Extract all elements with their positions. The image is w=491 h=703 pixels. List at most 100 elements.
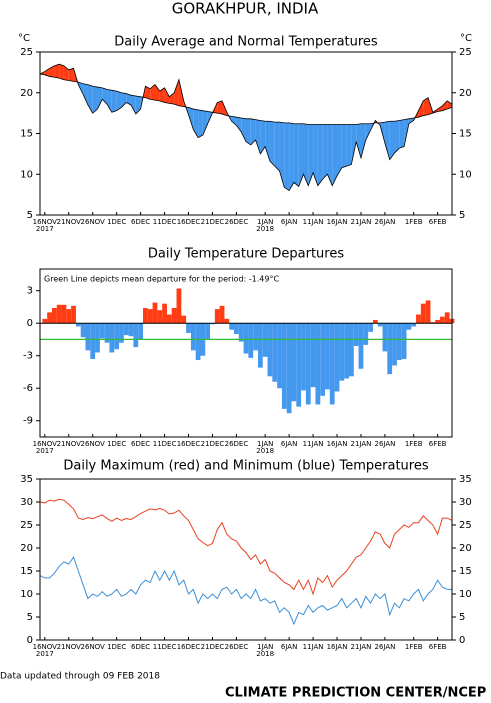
x-tick-label: 1DEC xyxy=(107,218,126,226)
anomaly-fill xyxy=(174,79,179,106)
anomaly-fill xyxy=(107,89,112,113)
x-tick-label: 16DEC xyxy=(177,643,201,651)
departure-bar xyxy=(401,323,407,359)
departure-bar xyxy=(186,323,191,333)
temperature-line xyxy=(39,73,453,125)
y-tick-label: 15 xyxy=(20,566,33,577)
y-tick-label: 25 xyxy=(459,47,472,58)
anomaly-fill xyxy=(437,105,443,112)
plot-frame xyxy=(39,478,453,641)
x-tick-label: 1JAN xyxy=(257,218,273,226)
departure-bar xyxy=(358,323,364,369)
x-tick-label: 16JAN xyxy=(327,440,348,448)
anomaly-fill xyxy=(346,124,352,167)
page-title: GORAKHPUR, INDIA xyxy=(172,0,319,18)
anomaly-fill xyxy=(308,124,314,186)
anomaly-fill xyxy=(246,118,251,145)
x-tick-label: 16DEC xyxy=(177,218,201,226)
x-tick-label: 1DEC xyxy=(107,440,126,448)
anomaly-fill xyxy=(150,84,155,101)
departure-bar xyxy=(128,323,134,337)
x-tick-label: 6FEB xyxy=(429,643,447,651)
anomaly-fill xyxy=(298,123,304,187)
x-tick-label: 16JAN xyxy=(327,218,348,226)
temperature-line xyxy=(39,63,453,192)
departure-bar xyxy=(181,315,187,324)
anomaly-fill xyxy=(337,124,342,176)
x-tick-label: 11DEC xyxy=(153,440,177,448)
departure-bar xyxy=(195,323,201,361)
anomaly-fill xyxy=(97,87,103,110)
departure-bar xyxy=(99,323,105,339)
x-year-label: 2017 xyxy=(36,447,54,455)
anomaly-fill xyxy=(198,109,203,138)
anomaly-fill xyxy=(236,117,242,132)
anomaly-fill xyxy=(274,122,280,171)
departure-bar xyxy=(210,323,215,325)
departure-bar xyxy=(411,323,417,327)
y-tick-label: 25 xyxy=(20,520,33,531)
anomaly-fill xyxy=(260,120,266,154)
departure-bar xyxy=(224,318,230,324)
y-tick-label: 5 xyxy=(27,210,33,221)
anomaly-fill xyxy=(116,91,122,111)
anomaly-fill xyxy=(49,65,55,78)
anomaly-fill xyxy=(59,64,64,80)
x-tick-label: 21NOV xyxy=(57,440,82,448)
y-tick-label: 15 xyxy=(459,566,472,577)
anomaly-fill xyxy=(63,65,69,81)
x-tick-label: 26DEC xyxy=(225,643,249,651)
y-tick-label: 5 xyxy=(27,612,33,623)
departure-bar xyxy=(162,303,167,324)
anomaly-fill xyxy=(83,83,88,105)
departure-bar xyxy=(262,323,268,357)
departure-bar xyxy=(377,323,383,327)
departure-bar xyxy=(277,323,282,389)
y-tick-label: 10 xyxy=(20,169,33,180)
x-tick-label: 26NOV xyxy=(81,440,106,448)
y-tick-label: 3 xyxy=(27,286,33,297)
departure-bar xyxy=(133,323,139,348)
departure-bar xyxy=(171,308,177,324)
x-tick-label: 26JAN xyxy=(374,218,395,226)
departure-bar xyxy=(349,323,354,377)
departure-bar xyxy=(444,312,450,324)
x-tick-label: 26NOV xyxy=(81,218,106,226)
anomaly-fill xyxy=(217,100,223,114)
departure-bar xyxy=(104,323,110,343)
y-tick-label: 25 xyxy=(459,520,472,531)
departure-bar xyxy=(90,323,96,359)
anomaly-fill xyxy=(188,107,194,130)
x-tick-label: 11DEC xyxy=(153,218,177,226)
departure-bar xyxy=(310,323,316,388)
departure-bar xyxy=(272,323,278,382)
anomaly-fill xyxy=(317,124,323,186)
departure-bar xyxy=(305,323,311,405)
x-tick-label: 21JAN xyxy=(351,643,372,651)
anomaly-fill xyxy=(384,121,390,160)
departure-bar xyxy=(372,319,378,324)
x-tick-label: 16JAN xyxy=(327,643,348,651)
anomaly-fill xyxy=(442,100,448,111)
departure-bar xyxy=(329,323,335,405)
x-tick-label: 6FEB xyxy=(429,218,447,226)
departure-bar xyxy=(406,323,412,330)
x-tick-label: 1FEB xyxy=(405,440,423,448)
x-tick-label: 1FEB xyxy=(405,643,423,651)
anomaly-fill xyxy=(327,124,333,186)
plot-frame xyxy=(39,51,453,216)
y-tick-label: 10 xyxy=(459,589,472,600)
x-tick-label: 21NOV xyxy=(57,218,82,226)
departure-bar xyxy=(42,318,48,324)
departure-bar xyxy=(234,323,239,335)
x-tick-label: 6JAN xyxy=(281,440,297,448)
anomaly-fill xyxy=(154,84,160,101)
x-tick-label: 21JAN xyxy=(351,218,372,226)
departure-bar xyxy=(325,323,330,390)
anomaly-fill xyxy=(279,122,285,188)
departure-bar xyxy=(138,323,143,340)
y-tick-label: 35 xyxy=(20,474,33,485)
temperature-line xyxy=(39,556,452,626)
annotation: Green Line depicts mean departure for th… xyxy=(44,275,279,284)
x-tick-label: 6JAN xyxy=(281,218,297,226)
